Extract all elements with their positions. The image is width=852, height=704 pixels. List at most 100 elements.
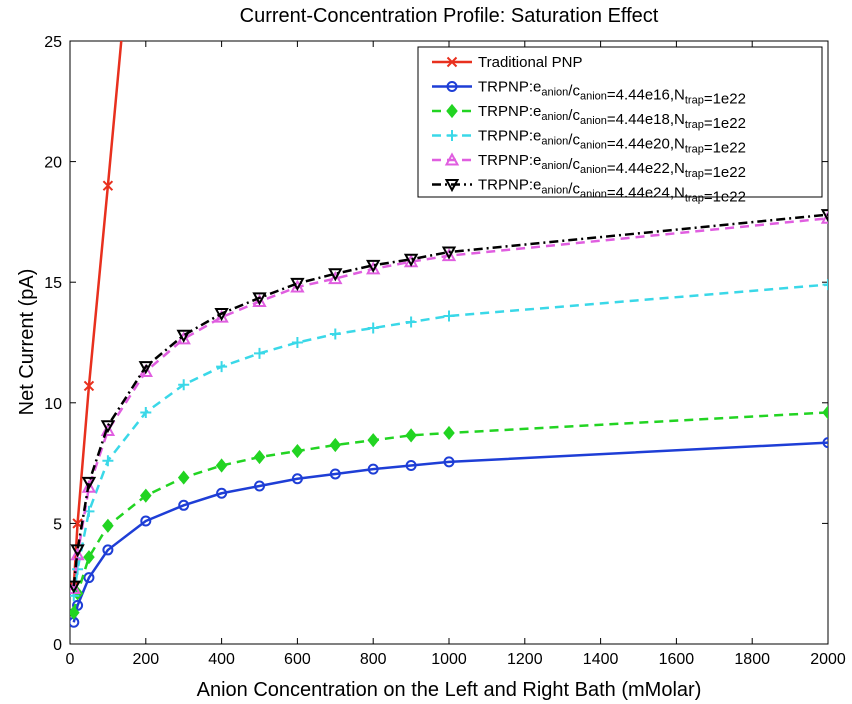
legend-text-part: =4.44e18,N xyxy=(607,111,685,128)
legend-subscript: anion xyxy=(541,111,568,123)
legend-subscript: trap xyxy=(685,168,704,180)
legend-text-part: Traditional PNP xyxy=(478,54,583,71)
series-2 xyxy=(70,437,828,628)
y-tick-label: 25 xyxy=(44,34,62,51)
series-line xyxy=(72,411,828,613)
x-tick-label: 1400 xyxy=(583,651,619,668)
legend-text-part: /c xyxy=(568,107,580,124)
legend-subscript: trap xyxy=(685,95,704,107)
legend-label: TRPNP:eanion/canion=4.44e16,Ntrap=1e22 xyxy=(478,79,746,108)
data-point xyxy=(138,361,153,375)
legend-text-part: TRPNP:e xyxy=(478,177,541,194)
data-point xyxy=(822,405,828,420)
legend-box xyxy=(417,46,823,198)
y-axis: 0 5 10 15 20 25 xyxy=(44,34,828,654)
legend-text-part: =1e22 xyxy=(704,189,746,206)
legend-item: Traditional PNP xyxy=(432,54,583,71)
legend-text-part: =1e22 xyxy=(704,164,746,181)
legend-text-part: =4.44e22,N xyxy=(607,160,685,177)
data-point xyxy=(444,179,460,193)
series-line xyxy=(72,283,828,596)
legend-subscript: anion xyxy=(580,91,607,103)
data-point xyxy=(81,476,97,490)
data-point xyxy=(441,246,457,260)
x-tick-label: 1000 xyxy=(431,651,467,668)
data-point xyxy=(178,499,190,511)
legend-text-part: =4.44e16,N xyxy=(607,87,685,104)
data-point xyxy=(83,550,95,565)
data-point xyxy=(329,468,341,480)
x-tick-label: 800 xyxy=(360,651,387,668)
legend-subscript: anion xyxy=(541,136,568,148)
x-tick-label: 600 xyxy=(284,651,311,668)
data-point xyxy=(446,56,458,68)
data-point xyxy=(367,433,379,448)
data-point xyxy=(291,443,304,459)
legend-text-part: =1e22 xyxy=(704,140,746,157)
data-point xyxy=(822,437,828,449)
legend-text-part: =1e22 xyxy=(704,91,746,108)
y-tick-label: 10 xyxy=(44,396,62,413)
data-point xyxy=(444,152,460,166)
y-tick-label: 5 xyxy=(53,516,62,533)
legend-text-part: TRPNP:e xyxy=(478,79,541,96)
data-point xyxy=(215,458,228,473)
data-point xyxy=(254,480,265,492)
data-point xyxy=(216,361,228,373)
data-point xyxy=(216,487,228,499)
data-point xyxy=(441,248,457,262)
data-point xyxy=(443,456,455,468)
data-point xyxy=(214,308,229,322)
data-point xyxy=(446,130,458,141)
data-point xyxy=(820,210,828,224)
y-tick-label: 15 xyxy=(44,275,62,292)
chart-title: Current-Concentration Profile: Saturatio… xyxy=(240,5,659,27)
x-tick-label: 1200 xyxy=(507,651,543,668)
data-point xyxy=(291,337,303,348)
data-point xyxy=(405,428,417,443)
legend-item: TRPNP:eanion/canion=4.44e24,Ntrap=1e22 xyxy=(432,177,746,206)
data-point xyxy=(214,309,229,323)
data-point xyxy=(366,259,381,273)
legend-label: TRPNP:eanion/canion=4.44e24,Ntrap=1e22 xyxy=(478,177,746,206)
data-point xyxy=(367,463,379,475)
data-point xyxy=(102,180,114,191)
data-point xyxy=(290,277,305,291)
legend-text-part: =4.44e20,N xyxy=(607,136,685,153)
data-point xyxy=(177,470,190,485)
legend: Traditional PNPTRPNP:eanion/canion=4.44e… xyxy=(417,46,823,206)
data-point xyxy=(140,488,152,503)
data-point xyxy=(328,271,343,285)
x-axis: 0 200 400 600 800 1000 1200 1400 1600 1800 2000 xyxy=(66,41,846,668)
data-point xyxy=(252,292,267,306)
x-tick-label: 2000 xyxy=(810,651,846,668)
legend-item: TRPNP:eanion/canion=4.44e22,Ntrap=1e22 xyxy=(432,152,746,181)
legend-subscript: trap xyxy=(685,144,704,156)
data-point xyxy=(328,268,343,282)
legend-text-part: =1e22 xyxy=(704,115,746,132)
data-point xyxy=(403,253,419,267)
data-point xyxy=(72,599,84,611)
legend-subscript: trap xyxy=(685,119,704,131)
data-point xyxy=(83,572,95,584)
data-point xyxy=(366,261,381,275)
data-point xyxy=(405,460,417,472)
legend-item: TRPNP:eanion/canion=4.44e20,Ntrap=1e22 xyxy=(432,128,746,157)
x-axis-label: Anion Concentration on the Left and Righ… xyxy=(197,679,702,701)
data-point xyxy=(405,316,417,328)
legend-item: TRPNP:eanion/canion=4.44e16,Ntrap=1e22 xyxy=(432,79,746,108)
data-point xyxy=(70,605,80,620)
legend-label: Traditional PNP xyxy=(478,54,583,71)
series-6 xyxy=(70,209,828,594)
data-point xyxy=(178,379,190,391)
legend-text-part: /c xyxy=(568,181,580,198)
y-tick-label: 0 xyxy=(53,637,62,654)
data-point xyxy=(70,580,81,594)
data-point xyxy=(81,479,97,493)
legend-subscript: anion xyxy=(580,189,607,201)
legend-subscript: anion xyxy=(580,164,607,176)
data-point xyxy=(102,518,114,533)
data-point xyxy=(443,310,455,322)
